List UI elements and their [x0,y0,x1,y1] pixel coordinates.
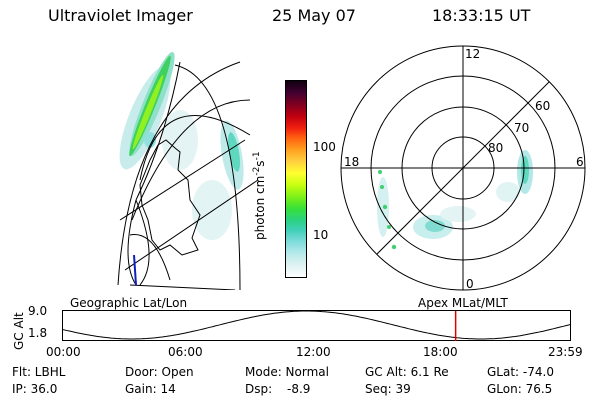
info-seq: Seq: 39 [365,382,411,396]
info-door: Door: Open [125,365,194,379]
timeline-right-title: Apex MLat/MLT [418,296,508,310]
sub-satellite-track [133,254,137,286]
mlt-label-0: 0 [466,277,474,291]
timeline-ytick-low: 1.8 [28,326,48,340]
lat-label-80: 80 [488,141,503,155]
lat-label-70: 70 [514,121,529,135]
time-tick-1800: 18:00 [423,345,458,359]
time-tick-1200: 12:00 [296,345,331,359]
info-filter: Flt: LBHL [12,365,66,379]
colorbar [285,80,307,278]
date-label: 25 May 07 [272,6,356,25]
geographic-map [117,51,259,290]
time-tick-0600: 06:00 [168,345,203,359]
info-glon: GLon: 76.5 [487,382,553,396]
polar-grid [340,45,586,291]
continent-outline [139,139,201,256]
colorbar-tick-100: 100 [313,140,336,154]
time-tick-0000: 00:00 [46,345,81,359]
colorbar-unit-label: photon cm-2s-1 [252,151,267,240]
altitude-timeline [62,310,572,341]
info-dsp-value: -8.9 [287,382,311,396]
mlt-label-6: 6 [576,155,584,169]
unit-text: photon cm [253,175,267,240]
info-gain: Gain: 14 [125,382,176,396]
aurora-glow [119,51,244,240]
timeline-ylabel: GC Alt [12,312,26,350]
info-glat: GLat: -74.0 [487,365,554,379]
mlt-label-12: 12 [465,47,480,61]
colorbar-tick-10: 10 [313,228,329,242]
time-label: 18:33:15 UT [432,6,531,25]
polar-aurora [377,150,533,250]
unit-sup-1: -2 [252,166,262,176]
info-gc-alt: GC Alt: 6.1 Re [365,365,449,379]
info-ip: IP: 36.0 [12,382,58,396]
unit-sup-2: -1 [252,151,262,161]
info-dsp-label: Dsp: [245,382,273,396]
info-mode: Mode: Normal [245,365,329,379]
mlt-label-18: 18 [344,155,359,169]
timeline-left-title: Geographic Lat/Lon [70,296,188,310]
polar-plot: 12 18 6 0 60 70 80 [340,45,586,291]
unit-mid: s [253,160,267,167]
instrument-title: Ultraviolet Imager [48,6,193,25]
lat-label-60: 60 [535,99,550,113]
time-tick-2359: 23:59 [548,345,583,359]
map-grid [117,61,259,290]
timeline-ytick-high: 9.0 [28,304,48,318]
altitude-curve [62,310,572,340]
